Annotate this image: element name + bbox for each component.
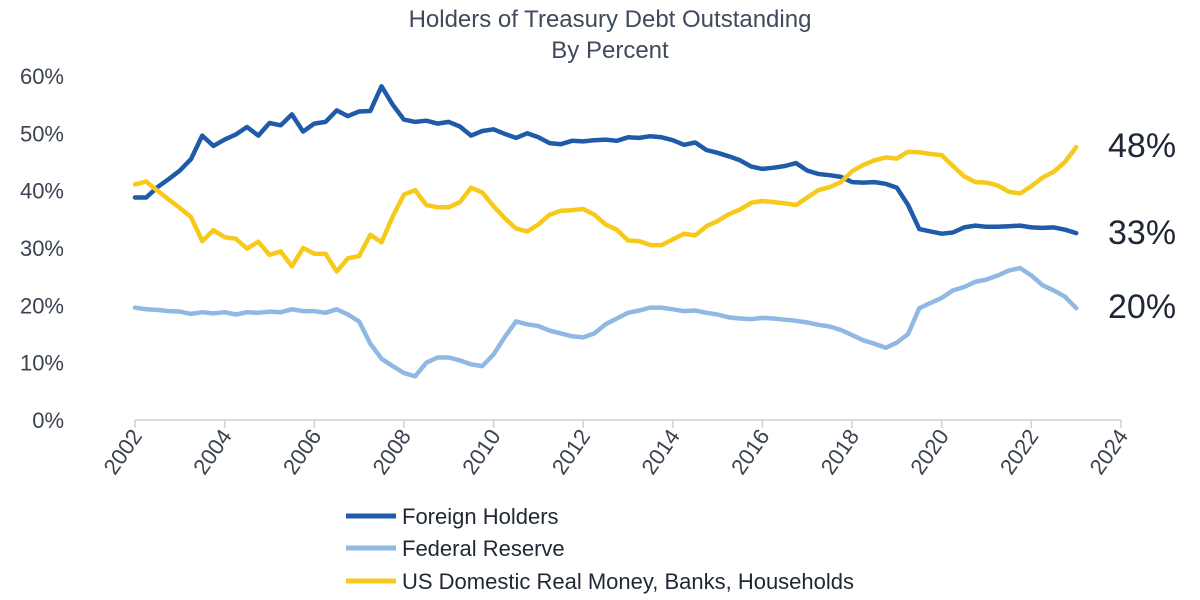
x-tick-label: 2004: [188, 425, 237, 479]
x-tick-label: 2012: [547, 425, 596, 479]
x-tick-label: 2016: [726, 425, 775, 479]
y-tick-label: 40%: [20, 179, 64, 204]
x-tick-label: 2002: [99, 425, 148, 479]
series-line-foreign-holders: [132, 84, 1079, 236]
y-tick-label: 30%: [20, 236, 64, 261]
x-tick-label: 2014: [636, 425, 685, 479]
legend-label-foreign: Foreign Holders: [402, 504, 559, 529]
chart-subtitle: By Percent: [551, 37, 669, 64]
y-tick-label: 10%: [20, 351, 64, 376]
x-tick-label: 2020: [905, 425, 954, 479]
end-label-domestic: 48%: [1108, 127, 1176, 165]
series-end-labels: 48% 33% 20%: [1108, 127, 1176, 326]
x-tick-label: 2010: [457, 425, 506, 479]
x-tick-label: 2022: [995, 425, 1044, 479]
x-tick-label: 2006: [278, 425, 327, 479]
legend-item-federal-reserve: Federal Reserve: [346, 536, 565, 561]
legend: Foreign Holders Federal Reserve US Domes…: [346, 504, 854, 594]
end-label-federal-reserve: 20%: [1108, 288, 1176, 326]
x-tick-label: 2018: [816, 425, 865, 479]
y-tick-label: 60%: [20, 64, 64, 89]
legend-item-domestic: US Domestic Real Money, Banks, Household…: [346, 569, 854, 594]
x-tick-label: 2008: [367, 425, 416, 479]
series-line-federal-reserve: [132, 265, 1079, 379]
series-lines: [132, 84, 1079, 379]
legend-item-foreign: Foreign Holders: [346, 504, 559, 529]
legend-label-federal-reserve: Federal Reserve: [402, 536, 565, 561]
x-axis-ticks: 2002 2004 2006 2008 2010 2012 2014 2016 2018 2020…: [99, 420, 1134, 479]
x-tick-label: 2024: [1085, 425, 1134, 479]
y-tick-label: 0%: [32, 408, 64, 433]
y-tick-label: 50%: [20, 121, 64, 146]
legend-label-domestic: US Domestic Real Money, Banks, Household…: [402, 569, 854, 594]
end-label-foreign: 33%: [1108, 214, 1176, 252]
chart-title: Holders of Treasury Debt Outstanding: [408, 6, 812, 33]
y-tick-label: 20%: [20, 293, 64, 318]
y-axis-ticks: 0% 10% 20% 30% 40% 50% 60%: [20, 64, 64, 433]
series-line-us-domestic: [132, 144, 1079, 274]
